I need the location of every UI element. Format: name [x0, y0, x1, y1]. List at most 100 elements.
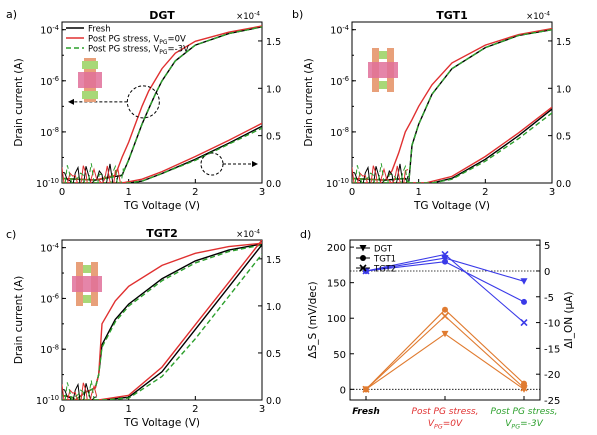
- y-tick-label: 0: [340, 385, 346, 396]
- y-tick-label: 10-6: [40, 75, 59, 88]
- legend-label: TGT1: [373, 255, 396, 265]
- noise-trace: [352, 165, 409, 183]
- marker-circle: [442, 258, 448, 265]
- series-left-tgt2: [362, 312, 528, 393]
- y2-tick-label: -25: [544, 396, 560, 407]
- marker-x: [520, 384, 528, 392]
- marker-circle: [442, 306, 448, 313]
- marker-triangle: [359, 245, 367, 252]
- plot-frame: [61, 21, 263, 184]
- x-tick-label: 3: [259, 187, 265, 198]
- panel-dgt: 0 1 2 3 TG Voltage (V) 10-4 10-6 10-8 10-10 Drain…: [6, 8, 281, 212]
- y2-axis-label: ΔI_ON (μA): [563, 291, 575, 348]
- category-label: VPG=-3V: [505, 419, 543, 431]
- category-label: Fresh: [352, 407, 379, 417]
- noise-floor: [62, 380, 98, 400]
- y2-tick-label: 0.0: [266, 396, 281, 407]
- x-tick-label: 2: [192, 187, 198, 198]
- device-schematic-icon: [78, 58, 102, 102]
- marker-circle: [521, 298, 527, 305]
- curves: [62, 240, 262, 400]
- y-tick-label: 10-6: [330, 75, 349, 88]
- y2-tick-label: 1.5: [556, 37, 571, 48]
- marker-x: [441, 312, 449, 320]
- plot-frame: [351, 21, 553, 184]
- series-line: [365, 315, 525, 390]
- y-axis-label: ΔS_S (mV/dec): [307, 281, 319, 358]
- y2-tick-label: 1.0: [266, 84, 281, 95]
- highlight-circle: [200, 152, 224, 176]
- y2-tick-label: 5: [544, 241, 550, 252]
- y-tick-label: 200: [327, 243, 346, 254]
- y2-multiplier: ×10-4: [526, 11, 550, 22]
- category-label: Post PG stress,: [412, 407, 479, 417]
- series-left-tgt1: [363, 306, 527, 393]
- series-log-post-pg-stress: [352, 29, 552, 183]
- legend-label: Post PG stress, VPG=0V: [88, 35, 186, 47]
- y2-multiplier: ×10-4: [236, 229, 260, 240]
- y2-tick-label: -10: [544, 319, 560, 330]
- marker-x: [362, 385, 370, 393]
- y2-tick-label: 0.5: [556, 132, 571, 143]
- arrow-head: [252, 161, 258, 168]
- curves: [352, 27, 552, 183]
- marker-triangle: [520, 278, 528, 285]
- marker-triangle: [520, 386, 528, 393]
- y2-tick-label: 0: [544, 267, 550, 278]
- y-tick-label: 10-10: [36, 177, 59, 190]
- category-label: Post PG stress,: [491, 407, 558, 417]
- category-label: VPG=0V: [428, 419, 463, 431]
- y2-tick-label: 1.0: [266, 302, 281, 313]
- y2-tick-label: -20: [544, 370, 560, 381]
- panel-title: DGT: [149, 9, 175, 22]
- marker-circle: [360, 255, 366, 261]
- series-linear-post-pg-stress: [62, 240, 262, 400]
- y-tick-label: 10-10: [326, 177, 349, 190]
- contact-pad: [379, 51, 387, 59]
- panel-tgt2: 0 1 2 3 TG Voltage (V) 10-4 10-6 10-8 10-10 Drain…: [6, 227, 281, 429]
- marker-x: [520, 319, 528, 327]
- x-tick-label: 1: [415, 187, 421, 198]
- series-linear-post-pg-stress: [352, 106, 552, 183]
- y-tick-label: 10-4: [40, 24, 59, 37]
- series-log-fresh: [62, 243, 262, 400]
- panel-tgt1: 0 1 2 3 TG Voltage (V) 10-4 10-6 10-8 10-10 Drain…: [292, 8, 571, 212]
- series-line: [365, 308, 525, 390]
- y2-tick-label: 1.0: [556, 84, 571, 95]
- legend-label: Post PG stress, VPG=-3V: [88, 45, 189, 57]
- x-tick-label: 1: [125, 187, 131, 198]
- y2-tick-label: 1.5: [266, 37, 281, 48]
- plot-frame: [61, 239, 263, 401]
- y-tick-label: 10-8: [40, 126, 59, 139]
- y-tick-label: 150: [327, 279, 346, 290]
- annotation: [68, 85, 258, 176]
- y-tick-label: 10-4: [40, 242, 59, 255]
- marker-x: [359, 264, 367, 272]
- y-tick-label: 10-6: [40, 293, 59, 306]
- legend-label: TGT2: [373, 265, 396, 275]
- contact-pad: [82, 91, 98, 99]
- marker-triangle: [441, 330, 449, 338]
- series-linear-fresh: [352, 108, 552, 183]
- device-schematic-icon: [72, 262, 102, 306]
- x-axis-label: TG Voltage (V): [123, 200, 200, 212]
- x-tick-label: 2: [192, 404, 198, 415]
- y-tick-label: 10-10: [36, 394, 59, 407]
- y-tick-label: 100: [327, 314, 346, 325]
- gate-strip: [78, 72, 102, 88]
- highlight-circle: [126, 85, 160, 119]
- series-linear-post-pg-stress: [352, 112, 552, 183]
- gate-strip: [368, 62, 398, 78]
- y-axis-label: Drain current (A): [13, 276, 25, 364]
- noise-floor: [62, 163, 124, 183]
- panel-title: TGT1: [436, 9, 468, 22]
- series-log-post-pg-stress: [62, 25, 262, 181]
- series-linear-post-pg-stress: [62, 253, 262, 400]
- arrow-head: [68, 98, 74, 105]
- panel-letter: c): [6, 228, 16, 241]
- y2-tick-label: 0.5: [266, 349, 281, 360]
